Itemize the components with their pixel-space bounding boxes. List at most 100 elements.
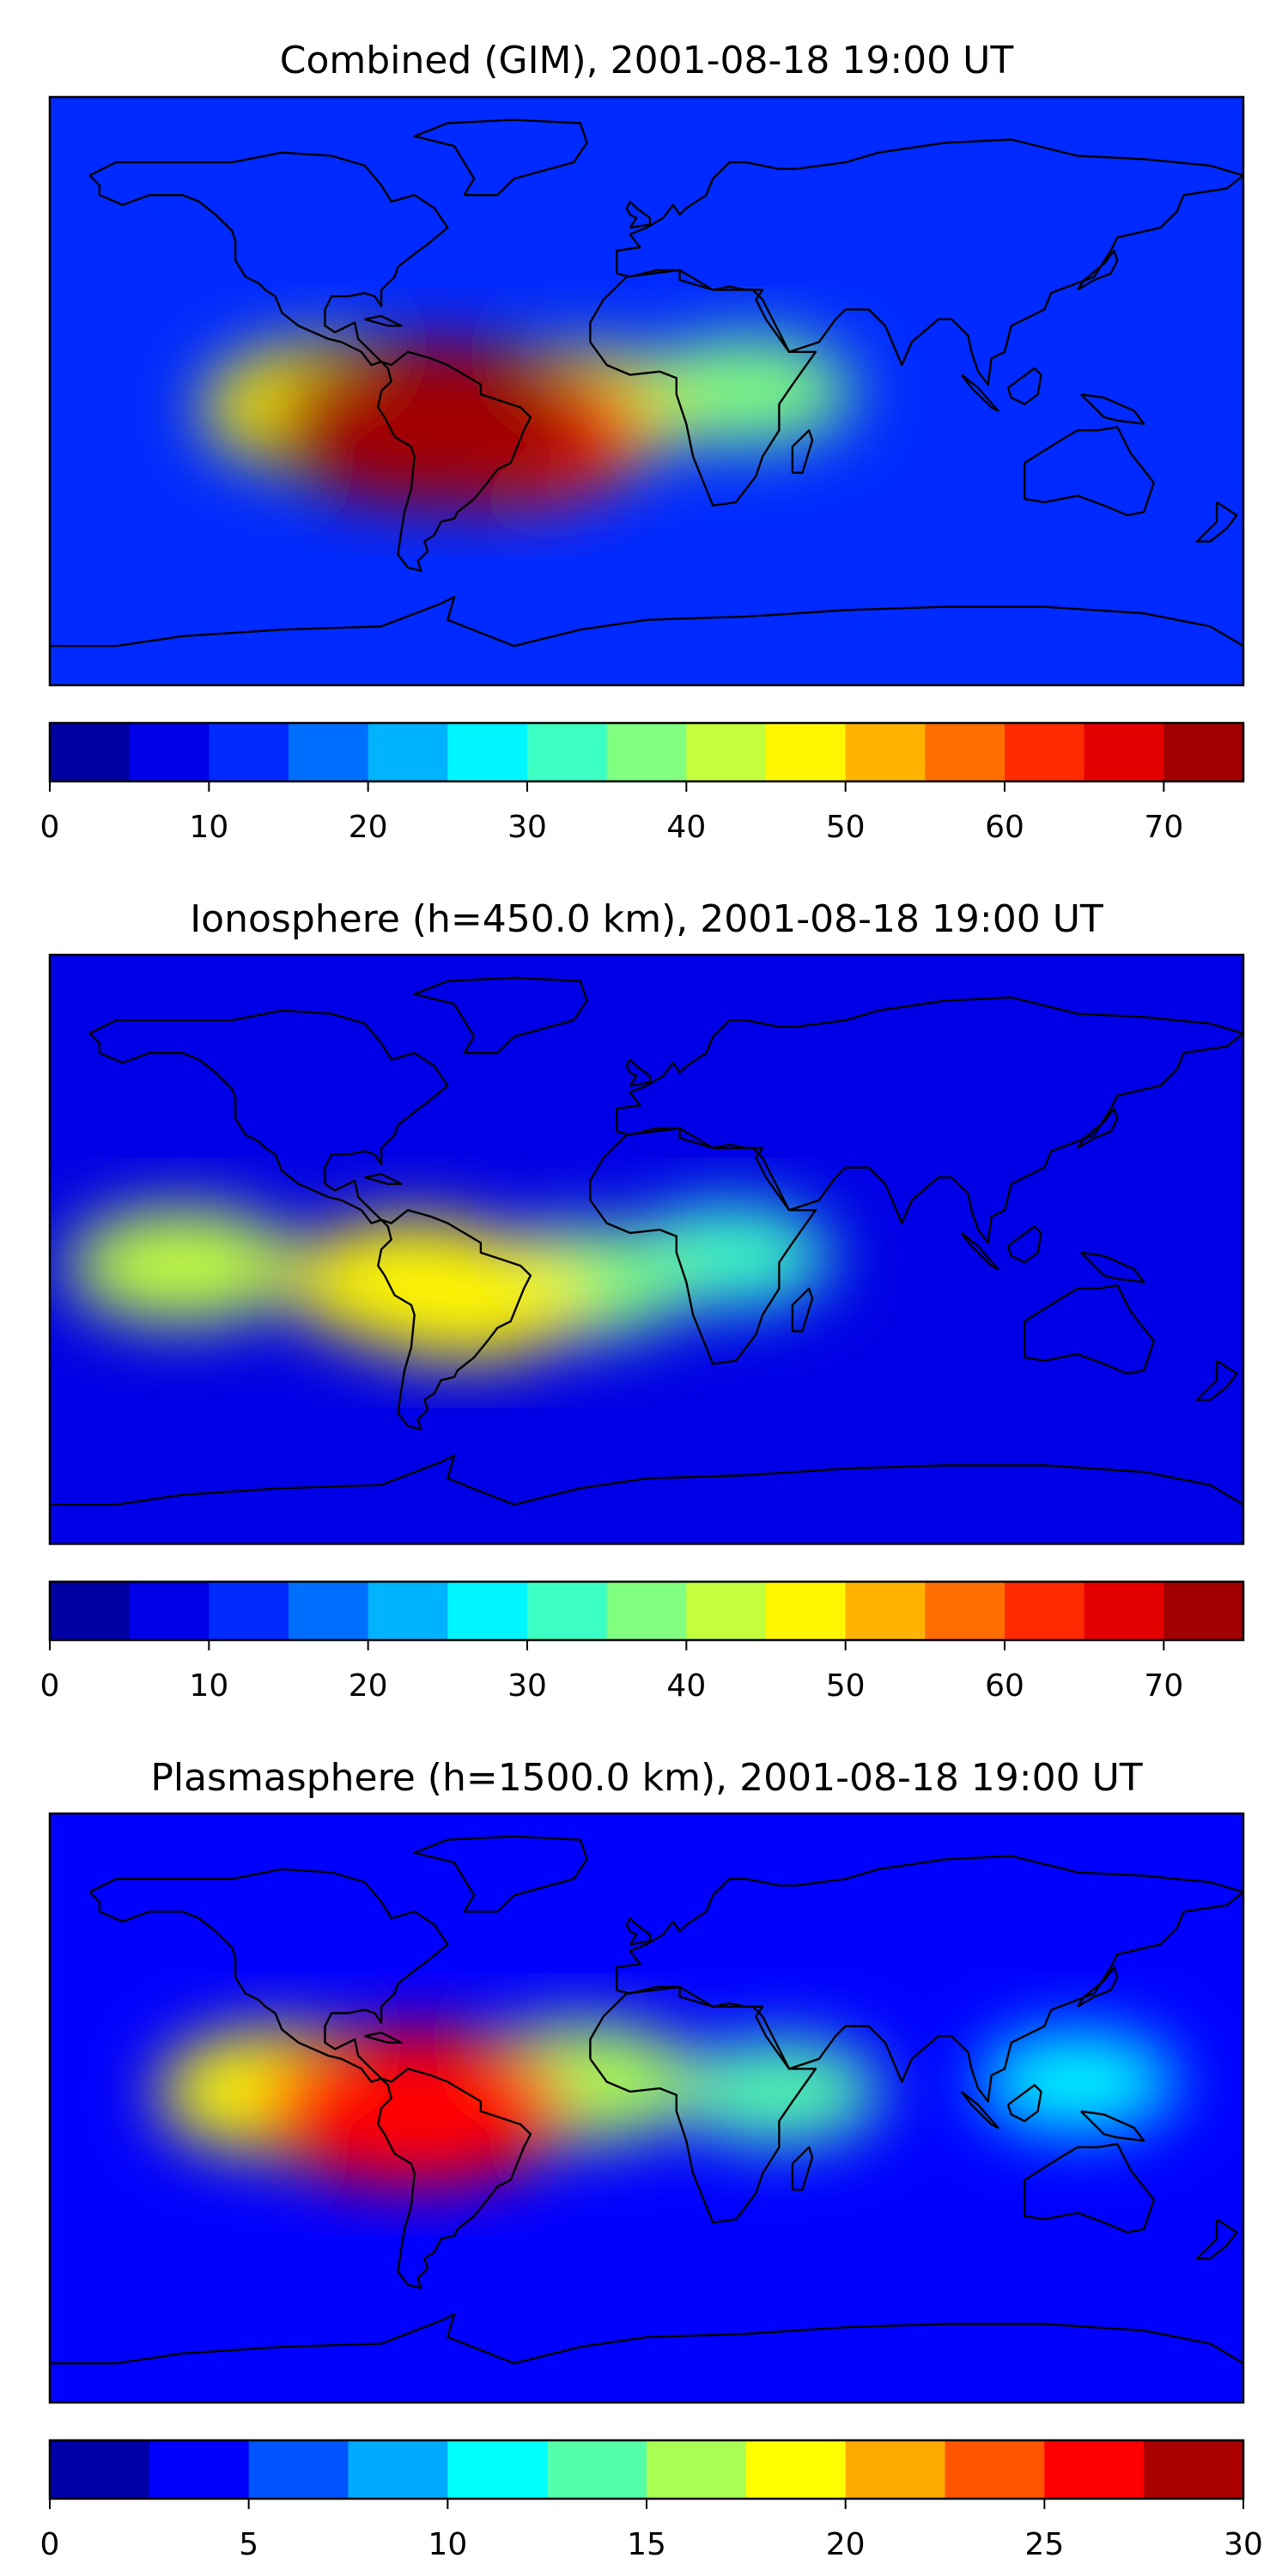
colorbar-tick-label: 30 [507,1668,547,1704]
colorbar-segment [766,723,847,781]
colorbar-tick-label: 25 [1024,2527,1064,2562]
map-frame [48,1812,1245,2404]
coastline-northAmerica [88,151,449,367]
colorbar-segment [1163,723,1244,781]
map-frame [48,95,1245,687]
coastline-britain [625,1058,652,1087]
coastline-japan [1076,249,1119,291]
coastline-cuba [364,1173,403,1186]
coastline-europeAfrica [616,996,1243,1244]
colorbar-segment [447,1582,528,1640]
colorbar-tick-label: 50 [826,810,866,845]
coastline-greenland [413,1835,588,1913]
colorbar-segment [368,1582,448,1640]
colorbar-tick-label: 30 [1224,2527,1263,2562]
coastline-britain [625,1917,652,1946]
colorbar-tick-label: 40 [666,810,706,845]
colorbar-segment [50,2440,150,2499]
coastline-northAmerica [88,1009,449,1224]
colorbar-tick-label: 0 [40,2527,60,2562]
colorbar-segment [50,723,131,781]
coastline-northAmerica [88,1868,449,2083]
colorbar-segment [149,2440,250,2499]
colorbar-segment [1163,1582,1244,1640]
coastline-australia [1023,2142,1156,2234]
coastline-madagascar [791,429,814,474]
colorbar-tick-label: 15 [627,2527,666,2562]
coastline-britain [625,200,652,229]
colorbar-tick-label: 5 [239,2527,258,2562]
colorbar-segment [1005,1582,1085,1640]
colorbar-segment [925,1582,1005,1640]
colorbar-tick-label: 30 [507,810,547,845]
coastline-newGuinea [1079,2110,1145,2142]
colorbar-segment [845,2440,946,2499]
contour-fills [66,1204,833,1362]
coastline-greenland [413,976,588,1054]
coastline-australia [1023,1284,1156,1376]
colorbar-segment [368,723,448,781]
colorbar-segment [289,723,369,781]
panel-title: Combined (GIM), 2001-08-18 19:00 UT [280,39,1014,82]
contour-fills [203,337,854,507]
colorbar-segment [129,723,210,781]
coastline-newGuinea [1079,393,1145,425]
panel-title: Plasmasphere (h=1500.0 km), 2001-08-18 1… [150,1756,1142,1800]
coastline-borneo [1006,2084,1042,2123]
colorbar-segment [845,723,926,781]
map-field [50,1814,1243,2403]
colorbar-segment [209,1582,289,1640]
coastline-sumatra [960,2090,999,2129]
contour-blob [675,2039,884,2144]
coastline-newZealand [1195,2218,1238,2260]
coastline-antarctica [50,1454,1243,1506]
colorbar-segment [606,723,687,781]
coastline-madagascar [791,2146,814,2191]
colorbar-tick-label: 10 [189,810,228,845]
colorbar-segment [447,2440,548,2499]
coastline-antarctica [50,2312,1243,2365]
coastline-southAmerica [377,350,532,572]
contour-blob [258,2030,571,2186]
coastline-australia [1023,426,1156,517]
colorbar-segment [1144,2440,1244,2499]
colorbar-segment [686,723,767,781]
panel-combined: Combined (GIM), 2001-08-18 19:00 UT 0 10 2… [40,39,1245,845]
coastlines [50,976,1243,1506]
panel-ionosphere: Ionosphere (h=450.0 km), 2001-08-18 19:0… [40,897,1245,1704]
colorbar-segment [1084,1582,1164,1640]
colorbar-tick-label: 60 [985,1668,1024,1704]
colorbar-segment [606,1582,687,1640]
coastline-cuba [364,2032,403,2044]
colorbar-segment [447,723,528,781]
coastline-newGuinea [1079,1251,1145,1284]
coastline-sumatra [960,1231,999,1271]
colorbar-segment [686,1582,767,1640]
colorbar-segment [547,2440,647,2499]
colorbar-segment [527,1582,608,1640]
coastline-japan [1076,1965,1119,2008]
panel-plasmasphere: Plasmasphere (h=1500.0 km), 2001-08-18 1… [40,1756,1263,2562]
colorbar-segment [209,723,289,781]
colorbar-tick-label: 20 [349,810,388,845]
colorbar-segment [745,2440,847,2499]
colorbar-segment [1084,723,1164,781]
coastline-africa [589,1127,817,1365]
coastline-europeAfrica [616,138,1243,386]
colorbar-segment [647,2440,747,2499]
colorbar-tick-label: 0 [40,1668,60,1704]
colorbar-segment [527,723,608,781]
colorbar-tick-label: 0 [40,810,60,845]
coastline-madagascar [791,1287,814,1333]
colorbar-tick-label: 70 [1144,810,1183,845]
colorbar-segment [925,723,1005,781]
colorbar-tick-label: 20 [826,2527,866,2562]
coastline-europeAfrica [616,1855,1243,2103]
coastline-sumatra [960,374,999,412]
colorbar-segment [845,1582,926,1640]
colorbar-tick-label: 60 [985,810,1024,845]
colorbar-tick-label: 10 [189,1668,228,1704]
coastline-newZealand [1195,501,1238,543]
colorbar-segment [129,1582,210,1640]
